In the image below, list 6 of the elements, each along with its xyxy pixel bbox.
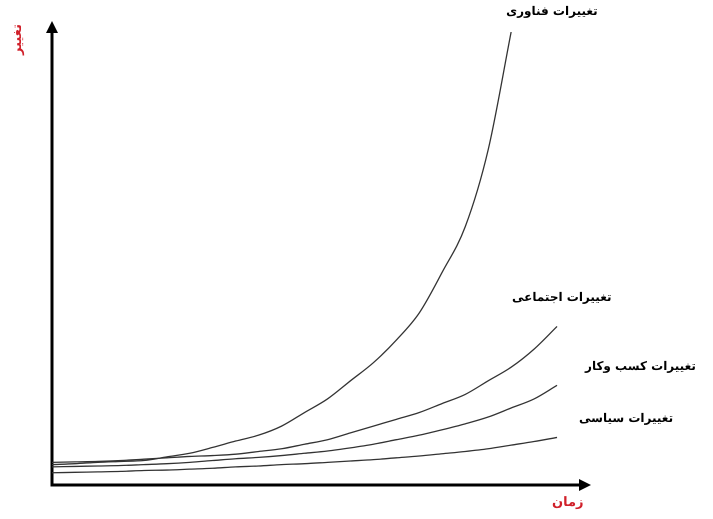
x-axis-title: زمان (552, 495, 584, 510)
y-axis-title: تغییر (10, 24, 25, 55)
series-label: تغییرات فناوری (506, 4, 598, 18)
text: تغییرات سیاسی (579, 411, 674, 426)
text: تغییرات کسب وکار (585, 359, 696, 374)
text: تغییرات اجتماعی (512, 290, 612, 304)
